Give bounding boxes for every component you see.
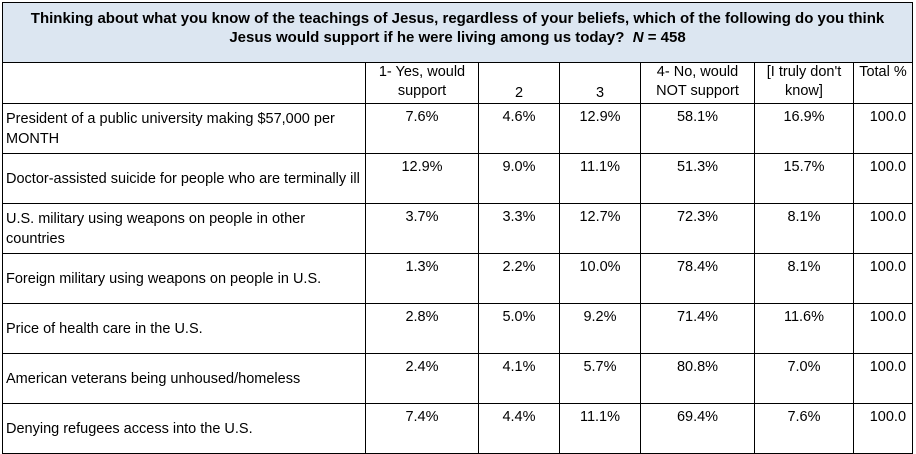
cell-value: 15.7% xyxy=(754,153,854,204)
table-row: U.S. military using weapons on people in… xyxy=(2,203,914,254)
cell-value: 72.3% xyxy=(640,203,755,254)
cell-value: 7.4% xyxy=(365,403,479,454)
row-label: Doctor-assisted suicide for people who a… xyxy=(2,153,366,204)
table-row: President of a public university making … xyxy=(2,103,914,154)
title-text: Thinking about what you know of the teac… xyxy=(30,10,885,46)
cell-value: 58.1% xyxy=(640,103,755,154)
cell-value: 12.9% xyxy=(559,103,641,154)
cell-value: 16.9% xyxy=(754,103,854,154)
cell-value: 100.0 xyxy=(852,203,914,254)
cell-value: 7.6% xyxy=(754,403,854,454)
column-header: 4- No, would NOT support xyxy=(640,62,755,104)
cell-value: 2.4% xyxy=(365,353,479,404)
cell-value: 100.0 xyxy=(852,153,914,204)
n-label: N xyxy=(632,29,644,46)
cell-value: 9.0% xyxy=(478,153,560,204)
column-header: 3 xyxy=(559,62,641,104)
cell-value: 1.3% xyxy=(365,253,479,304)
cell-value: 80.8% xyxy=(640,353,755,404)
cell-value: 51.3% xyxy=(640,153,755,204)
cell-value: 2.8% xyxy=(365,303,479,354)
cell-value: 12.9% xyxy=(365,153,479,204)
cell-value: 9.2% xyxy=(559,303,641,354)
n-value: = 458 xyxy=(647,29,686,46)
cell-value: 100.0 xyxy=(852,353,914,404)
table-row: American veterans being unhoused/homeles… xyxy=(2,353,914,404)
table-row: Foreign military using weapons on people… xyxy=(2,253,914,304)
cell-value: 4.6% xyxy=(478,103,560,154)
cell-value: 10.0% xyxy=(559,253,641,304)
cell-value: 69.4% xyxy=(640,403,755,454)
cell-value: 100.0 xyxy=(852,253,914,304)
cell-value: 5.7% xyxy=(559,353,641,404)
table-title: Thinking about what you know of the teac… xyxy=(1,2,914,63)
cell-value: 100.0 xyxy=(852,403,914,454)
cell-value: 8.1% xyxy=(754,203,854,254)
cell-value: 7.0% xyxy=(754,353,854,404)
cell-value: 3.3% xyxy=(478,203,560,254)
row-label: Denying refugees access into the U.S. xyxy=(2,403,366,454)
cell-value: 8.1% xyxy=(754,253,854,304)
cell-value: 3.7% xyxy=(365,203,479,254)
cell-value: 2.2% xyxy=(478,253,560,304)
row-label: Foreign military using weapons on people… xyxy=(2,253,366,304)
cell-value: 11.1% xyxy=(559,403,641,454)
row-label: Price of health care in the U.S. xyxy=(2,303,366,354)
cell-value: 11.1% xyxy=(559,153,641,204)
cell-value: 71.4% xyxy=(640,303,755,354)
row-label: U.S. military using weapons on people in… xyxy=(2,203,366,254)
cell-value: 4.1% xyxy=(478,353,560,404)
cell-value: 7.6% xyxy=(365,103,479,154)
cell-value: 78.4% xyxy=(640,253,755,304)
table-row: Denying refugees access into the U.S. 7.4… xyxy=(2,403,914,454)
cell-value: 100.0 xyxy=(852,103,914,154)
cell-value: 5.0% xyxy=(478,303,560,354)
row-label: American veterans being unhoused/homeles… xyxy=(2,353,366,404)
table-row: Price of health care in the U.S. 2.8% 5.0%… xyxy=(2,303,914,354)
header-cell xyxy=(2,62,366,104)
cell-value: 100.0 xyxy=(852,303,914,354)
cell-value: 11.6% xyxy=(754,303,854,354)
table-row: Doctor-assisted suicide for people who a… xyxy=(2,153,914,204)
row-label: President of a public university making … xyxy=(2,103,366,154)
column-header: 1- Yes, would support xyxy=(365,62,479,104)
cell-value: 12.7% xyxy=(559,203,641,254)
column-header: [I truly don't know] xyxy=(754,62,854,104)
column-header: 2 xyxy=(478,62,560,104)
column-header: Total % xyxy=(852,62,914,104)
cell-value: 4.4% xyxy=(478,403,560,454)
